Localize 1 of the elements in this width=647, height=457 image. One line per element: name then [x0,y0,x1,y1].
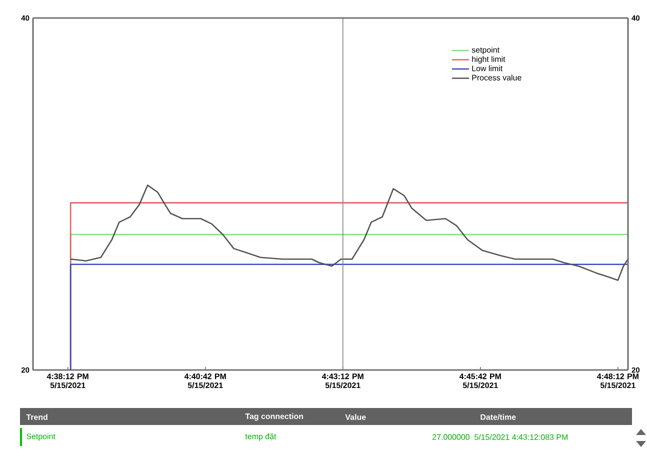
line-series [70,184,629,281]
